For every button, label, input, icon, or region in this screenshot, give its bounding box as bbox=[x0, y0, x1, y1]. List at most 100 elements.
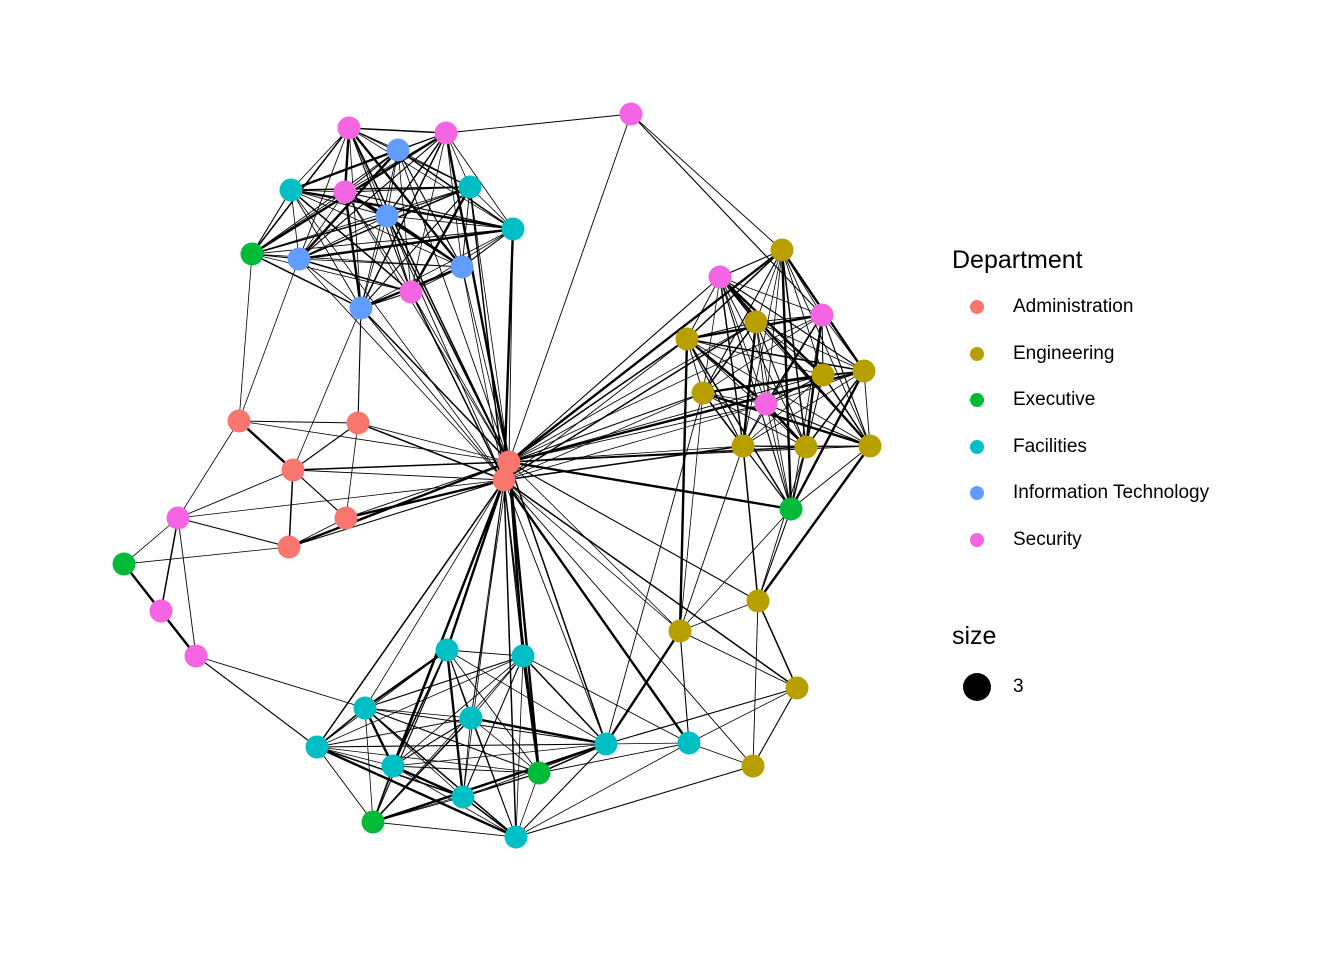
graph-edge bbox=[503, 479, 607, 745]
graph-edge bbox=[508, 369, 865, 464]
graph-node bbox=[450, 255, 474, 279]
graph-edge bbox=[160, 517, 179, 612]
graph-edge bbox=[392, 717, 472, 767]
graph-node bbox=[279, 178, 303, 202]
graph-edge bbox=[755, 321, 807, 448]
graph-edge bbox=[508, 392, 704, 463]
graph-node bbox=[770, 238, 794, 262]
graph-edge bbox=[251, 215, 388, 255]
graph-node bbox=[346, 411, 370, 435]
graph-edge bbox=[503, 479, 681, 632]
graph-node bbox=[811, 363, 835, 387]
graph-node bbox=[691, 381, 715, 405]
graph-edge bbox=[364, 707, 517, 838]
graph-node bbox=[668, 619, 692, 643]
legend-item-label: Information Technology bbox=[1013, 482, 1210, 503]
graph-edge bbox=[515, 655, 524, 838]
legend-title-department: Department bbox=[952, 246, 1083, 274]
graph-edge bbox=[752, 600, 759, 767]
graph-edge bbox=[444, 132, 511, 463]
graph-edge bbox=[630, 113, 823, 316]
graph-edge bbox=[757, 445, 871, 602]
graph-edge bbox=[364, 707, 607, 745]
graph-edge bbox=[392, 655, 524, 767]
graph-edge bbox=[445, 113, 632, 134]
legend-item-security: Security bbox=[950, 529, 1340, 551]
graph-edge bbox=[298, 258, 412, 293]
graph-edge bbox=[765, 370, 865, 405]
graph-edge bbox=[702, 370, 865, 394]
graph-node bbox=[337, 116, 361, 140]
graph-edge bbox=[742, 249, 783, 447]
graph-edge bbox=[372, 717, 472, 823]
graph-edge bbox=[298, 227, 514, 261]
graph-edge bbox=[316, 743, 607, 748]
graph-edge bbox=[345, 478, 505, 520]
graph-edge bbox=[686, 338, 807, 448]
graph-edge bbox=[508, 461, 759, 602]
graph-edge bbox=[507, 461, 541, 774]
graph-edge bbox=[397, 149, 463, 268]
graph-edge bbox=[290, 186, 471, 191]
graph-edge bbox=[686, 321, 757, 340]
graph-edge bbox=[446, 649, 607, 745]
graph-edge bbox=[392, 765, 540, 774]
legend-item-facilities: Facilities bbox=[950, 436, 1340, 458]
graph-edge bbox=[470, 655, 524, 719]
graph-edge bbox=[470, 717, 517, 838]
graph-edge bbox=[238, 253, 253, 422]
graph-edge bbox=[781, 249, 871, 447]
graph-edge bbox=[298, 258, 362, 309]
graph-edge bbox=[386, 215, 505, 481]
graph-node bbox=[399, 280, 423, 304]
graph-node bbox=[112, 552, 136, 576]
graph-edge bbox=[679, 630, 690, 744]
graph-edge bbox=[686, 338, 792, 510]
graph-edge bbox=[251, 149, 399, 255]
legend-swatch-icon bbox=[970, 439, 984, 454]
graph-node bbox=[858, 434, 882, 458]
graph-edge bbox=[251, 253, 463, 268]
graph-node bbox=[501, 217, 525, 241]
graph-edge bbox=[195, 655, 366, 709]
graph-edge bbox=[348, 127, 463, 268]
graph-edge bbox=[719, 276, 871, 447]
graph-edge bbox=[508, 461, 681, 632]
legend-item-label: 3 bbox=[1013, 676, 1024, 697]
graph-edge bbox=[702, 321, 757, 394]
graph-node bbox=[746, 589, 770, 613]
graph-edge bbox=[397, 149, 412, 293]
legend-item-label: Engineering bbox=[1013, 342, 1115, 364]
graph-node bbox=[504, 825, 528, 849]
graph-node bbox=[305, 735, 329, 759]
graph-edge bbox=[515, 765, 754, 838]
graph-edge bbox=[343, 191, 363, 309]
graph-edge bbox=[360, 186, 471, 309]
graph-edge bbox=[290, 189, 505, 481]
legend-item-label: Facilities bbox=[1013, 435, 1087, 457]
graph-edge bbox=[757, 508, 792, 602]
graph-edge bbox=[357, 422, 505, 481]
graph-edge bbox=[316, 746, 394, 767]
graph-edge bbox=[360, 132, 447, 309]
graph-edge bbox=[298, 149, 399, 260]
graph-node bbox=[149, 599, 173, 623]
graph-edge bbox=[702, 314, 823, 394]
graph-edge bbox=[470, 716, 607, 746]
graph-edge bbox=[372, 796, 464, 823]
graph-edge bbox=[372, 649, 448, 823]
graph-edge bbox=[123, 517, 179, 565]
graph-edge bbox=[686, 338, 824, 376]
graph-node bbox=[434, 121, 458, 145]
graph-edge bbox=[290, 188, 514, 231]
graph-node bbox=[375, 204, 399, 228]
graph-node bbox=[287, 247, 311, 271]
graph-edge bbox=[515, 742, 690, 838]
graph-edge bbox=[755, 321, 824, 376]
graph-edge bbox=[316, 746, 374, 823]
graph-edge bbox=[522, 655, 690, 744]
graph-edge bbox=[686, 338, 744, 447]
graph-edge bbox=[821, 314, 865, 372]
graph-edge bbox=[678, 338, 689, 632]
